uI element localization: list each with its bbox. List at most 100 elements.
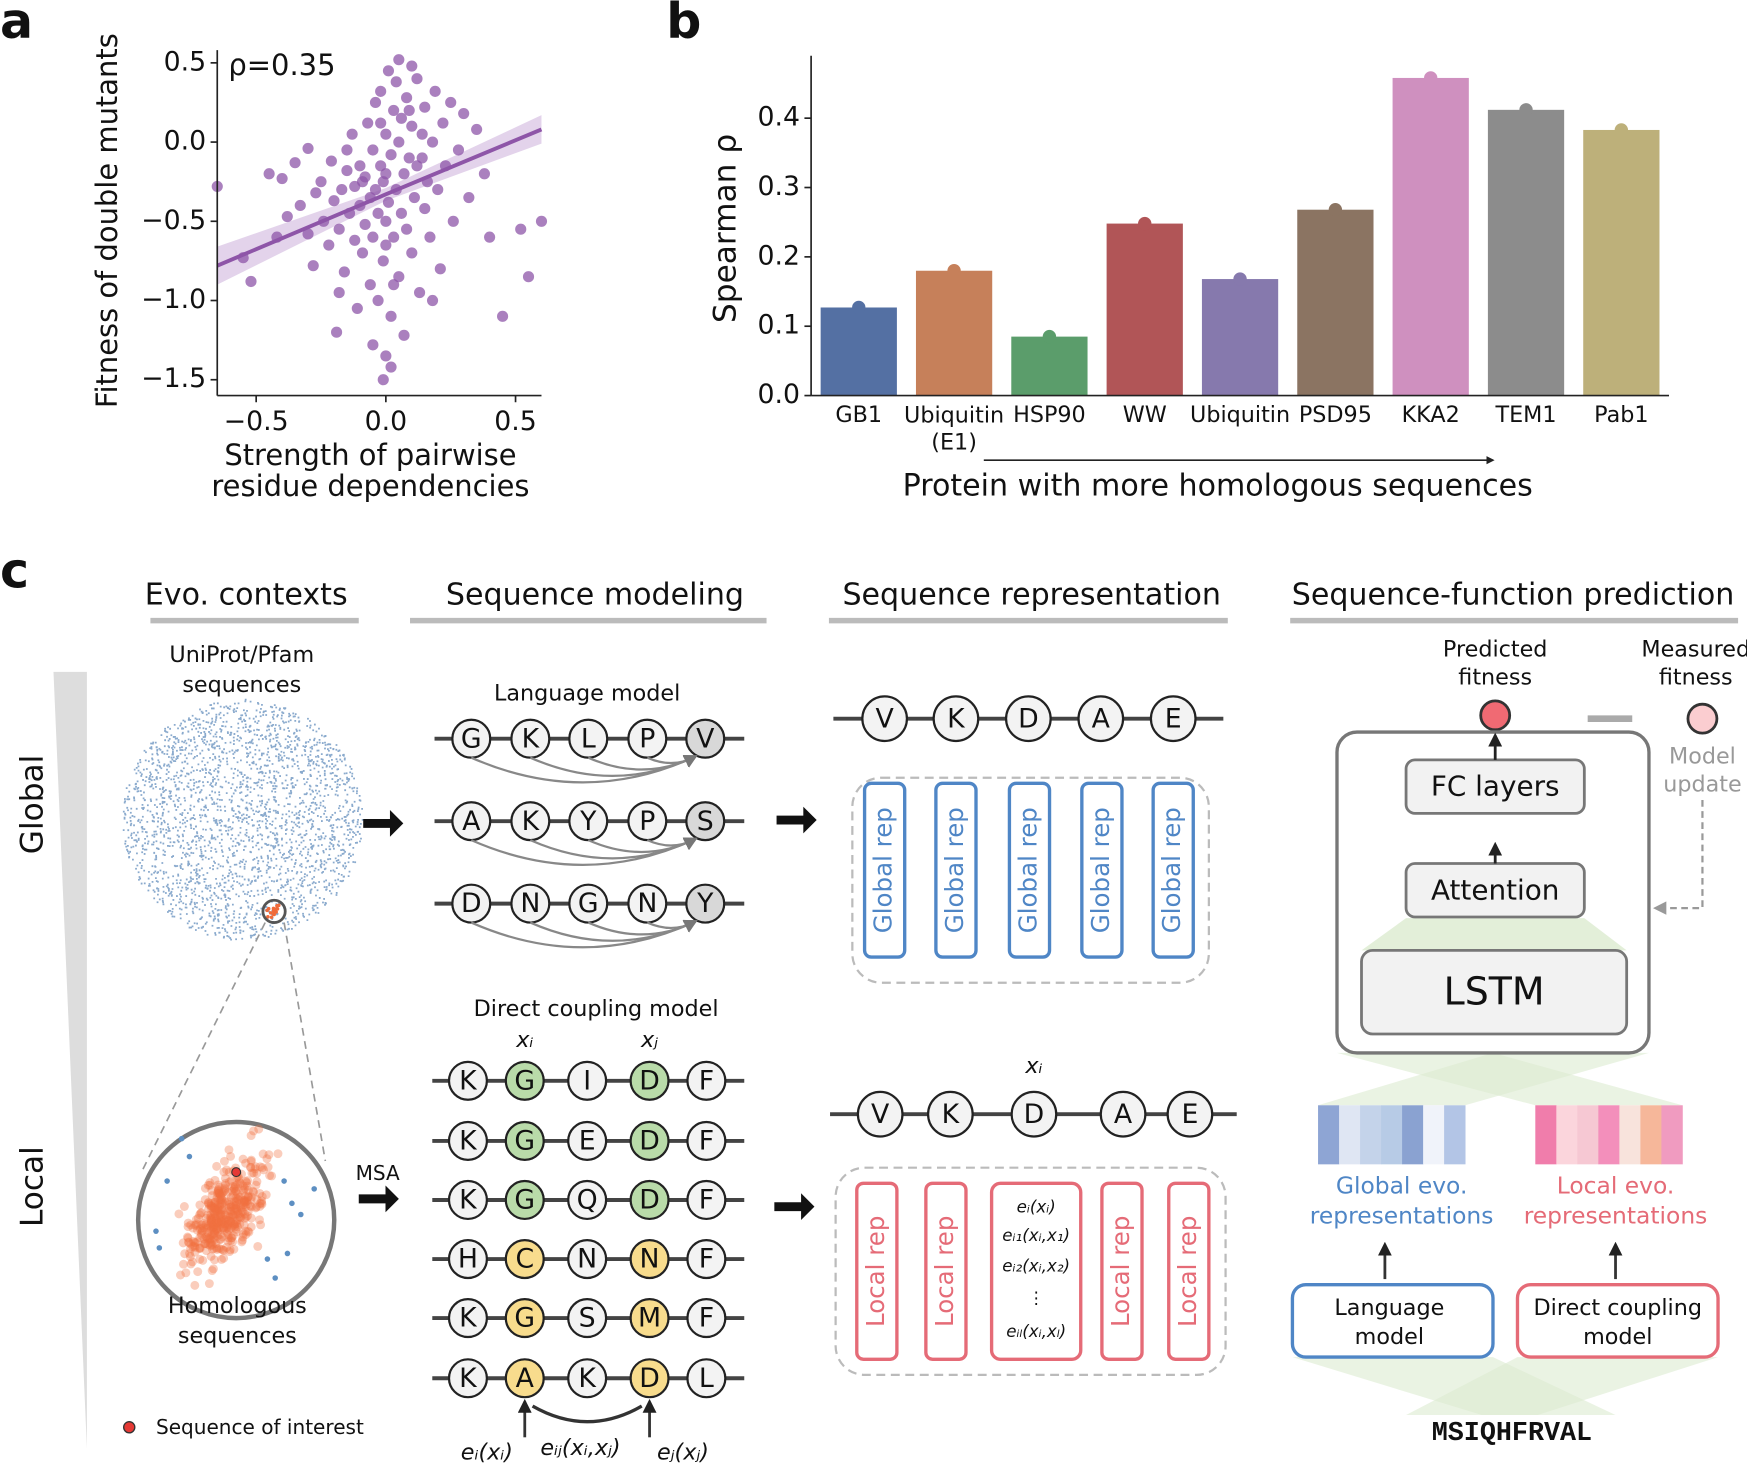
residue bbox=[685, 801, 726, 842]
homolog-dot bbox=[237, 1235, 247, 1245]
layer-box bbox=[1360, 949, 1629, 1036]
local-dot bbox=[266, 906, 271, 911]
section-header: Sequence representation bbox=[842, 578, 1221, 613]
homolog-dot bbox=[212, 1188, 222, 1198]
homolog-dot bbox=[223, 1220, 233, 1230]
update-label: Model update bbox=[1663, 743, 1741, 797]
embedding-cell bbox=[1339, 1105, 1361, 1165]
bar-point bbox=[852, 300, 866, 315]
homolog-dot bbox=[210, 1175, 220, 1185]
homolog-dot bbox=[238, 1181, 248, 1191]
scatter-point bbox=[388, 104, 400, 116]
homolog-dot bbox=[231, 1201, 241, 1210]
homolog-dot bbox=[242, 1196, 252, 1206]
residue bbox=[629, 1358, 670, 1399]
homolog-dot bbox=[232, 1215, 242, 1225]
homolog-dot bbox=[255, 1199, 265, 1208]
homolog-dot bbox=[232, 1189, 242, 1199]
homolog-dot bbox=[206, 1235, 215, 1244]
homolog-dot bbox=[241, 1202, 250, 1212]
scatter-point bbox=[452, 144, 465, 156]
pairwise-term: ⋮ bbox=[1028, 1288, 1045, 1308]
scatter-point bbox=[382, 196, 395, 208]
residue-label: N bbox=[640, 1244, 660, 1275]
homolog-dot bbox=[204, 1199, 214, 1209]
homolog-dot bbox=[188, 1242, 198, 1251]
residue-label: Q bbox=[577, 1185, 598, 1216]
pairwise-term: eᵢ₂(xᵢ,x₂) bbox=[1002, 1255, 1070, 1275]
homolog-dot bbox=[217, 1195, 227, 1205]
scatter-point bbox=[424, 231, 436, 243]
scatter-point bbox=[429, 85, 441, 97]
position-label: xⱼ bbox=[640, 1027, 658, 1053]
homolog-dot bbox=[215, 1201, 225, 1211]
x-tick-label: HSP90 bbox=[1013, 402, 1086, 428]
homolog-dot bbox=[202, 1232, 212, 1242]
homolog-dot bbox=[209, 1226, 219, 1236]
homolog-dot bbox=[203, 1210, 213, 1220]
model-title: Direct coupling model bbox=[474, 996, 719, 1022]
residue-label: K bbox=[459, 1126, 478, 1157]
residue-label: F bbox=[699, 1185, 714, 1216]
y-axis-label: Fitness of double mutants bbox=[90, 33, 124, 408]
scatter-point bbox=[310, 187, 322, 199]
measured-node bbox=[1686, 702, 1719, 735]
homolog-dot bbox=[183, 1222, 193, 1232]
homolog-dot bbox=[235, 1213, 245, 1223]
homolog-dot bbox=[265, 1171, 275, 1180]
homolog-dot bbox=[208, 1202, 218, 1212]
residue bbox=[1077, 695, 1125, 743]
homolog-dot bbox=[202, 1223, 212, 1233]
residue bbox=[629, 1179, 670, 1221]
homolog-dot bbox=[206, 1213, 216, 1223]
bar-point bbox=[1233, 272, 1247, 286]
residue-label: K bbox=[459, 1363, 478, 1394]
scatter-point bbox=[380, 239, 392, 251]
predicted-node bbox=[1479, 699, 1512, 732]
homolog-dot bbox=[205, 1180, 215, 1190]
embedding-cell bbox=[1381, 1105, 1403, 1165]
homolog-dot bbox=[243, 1176, 253, 1186]
homolog-dot bbox=[226, 1192, 236, 1202]
homolog-dot bbox=[233, 1179, 243, 1189]
homolog-dot bbox=[226, 1236, 236, 1246]
homolog-dot bbox=[224, 1225, 234, 1234]
homolog-dot bbox=[206, 1212, 216, 1222]
homolog-dot bbox=[212, 1211, 221, 1221]
homolog-dot bbox=[195, 1243, 205, 1253]
homolog-dot bbox=[311, 1186, 317, 1192]
homolog-dot bbox=[197, 1226, 207, 1236]
homolog-dot bbox=[224, 1233, 233, 1243]
homolog-dot bbox=[212, 1221, 222, 1231]
x-tick-label: KKA2 bbox=[1402, 402, 1460, 428]
homolog-dot bbox=[216, 1209, 226, 1219]
homolog-dot bbox=[243, 1199, 253, 1209]
homolog-dot bbox=[203, 1234, 213, 1244]
homolog-dot bbox=[251, 1162, 261, 1172]
rep-box bbox=[1100, 1181, 1144, 1361]
homolog-dot bbox=[281, 1178, 287, 1184]
homolog-dot bbox=[217, 1189, 227, 1199]
residue bbox=[504, 1179, 545, 1221]
homolog-dot bbox=[219, 1223, 228, 1233]
homolog-dot bbox=[224, 1145, 234, 1155]
scatter-point bbox=[377, 374, 389, 386]
homolog-dot bbox=[246, 1162, 255, 1172]
homolog-dot bbox=[197, 1230, 207, 1240]
homolog-dot bbox=[231, 1186, 240, 1196]
homolog-dot bbox=[231, 1196, 241, 1206]
homolog-dot bbox=[255, 1188, 265, 1198]
homolog-dot bbox=[213, 1184, 223, 1194]
homolog-dot bbox=[234, 1177, 244, 1187]
homolog-dot bbox=[210, 1210, 220, 1220]
scatter-point bbox=[302, 228, 314, 240]
homolog-dot bbox=[204, 1279, 214, 1289]
homolog-dot bbox=[241, 1176, 251, 1186]
homolog-dot bbox=[225, 1245, 235, 1255]
rep-label: Global rep bbox=[940, 807, 969, 933]
rep-label: Local rep bbox=[861, 1216, 890, 1327]
homolog-dot bbox=[255, 1215, 264, 1225]
homolog-dot bbox=[206, 1241, 215, 1251]
homolog-dot bbox=[213, 1218, 223, 1228]
scatter-point bbox=[484, 231, 496, 243]
